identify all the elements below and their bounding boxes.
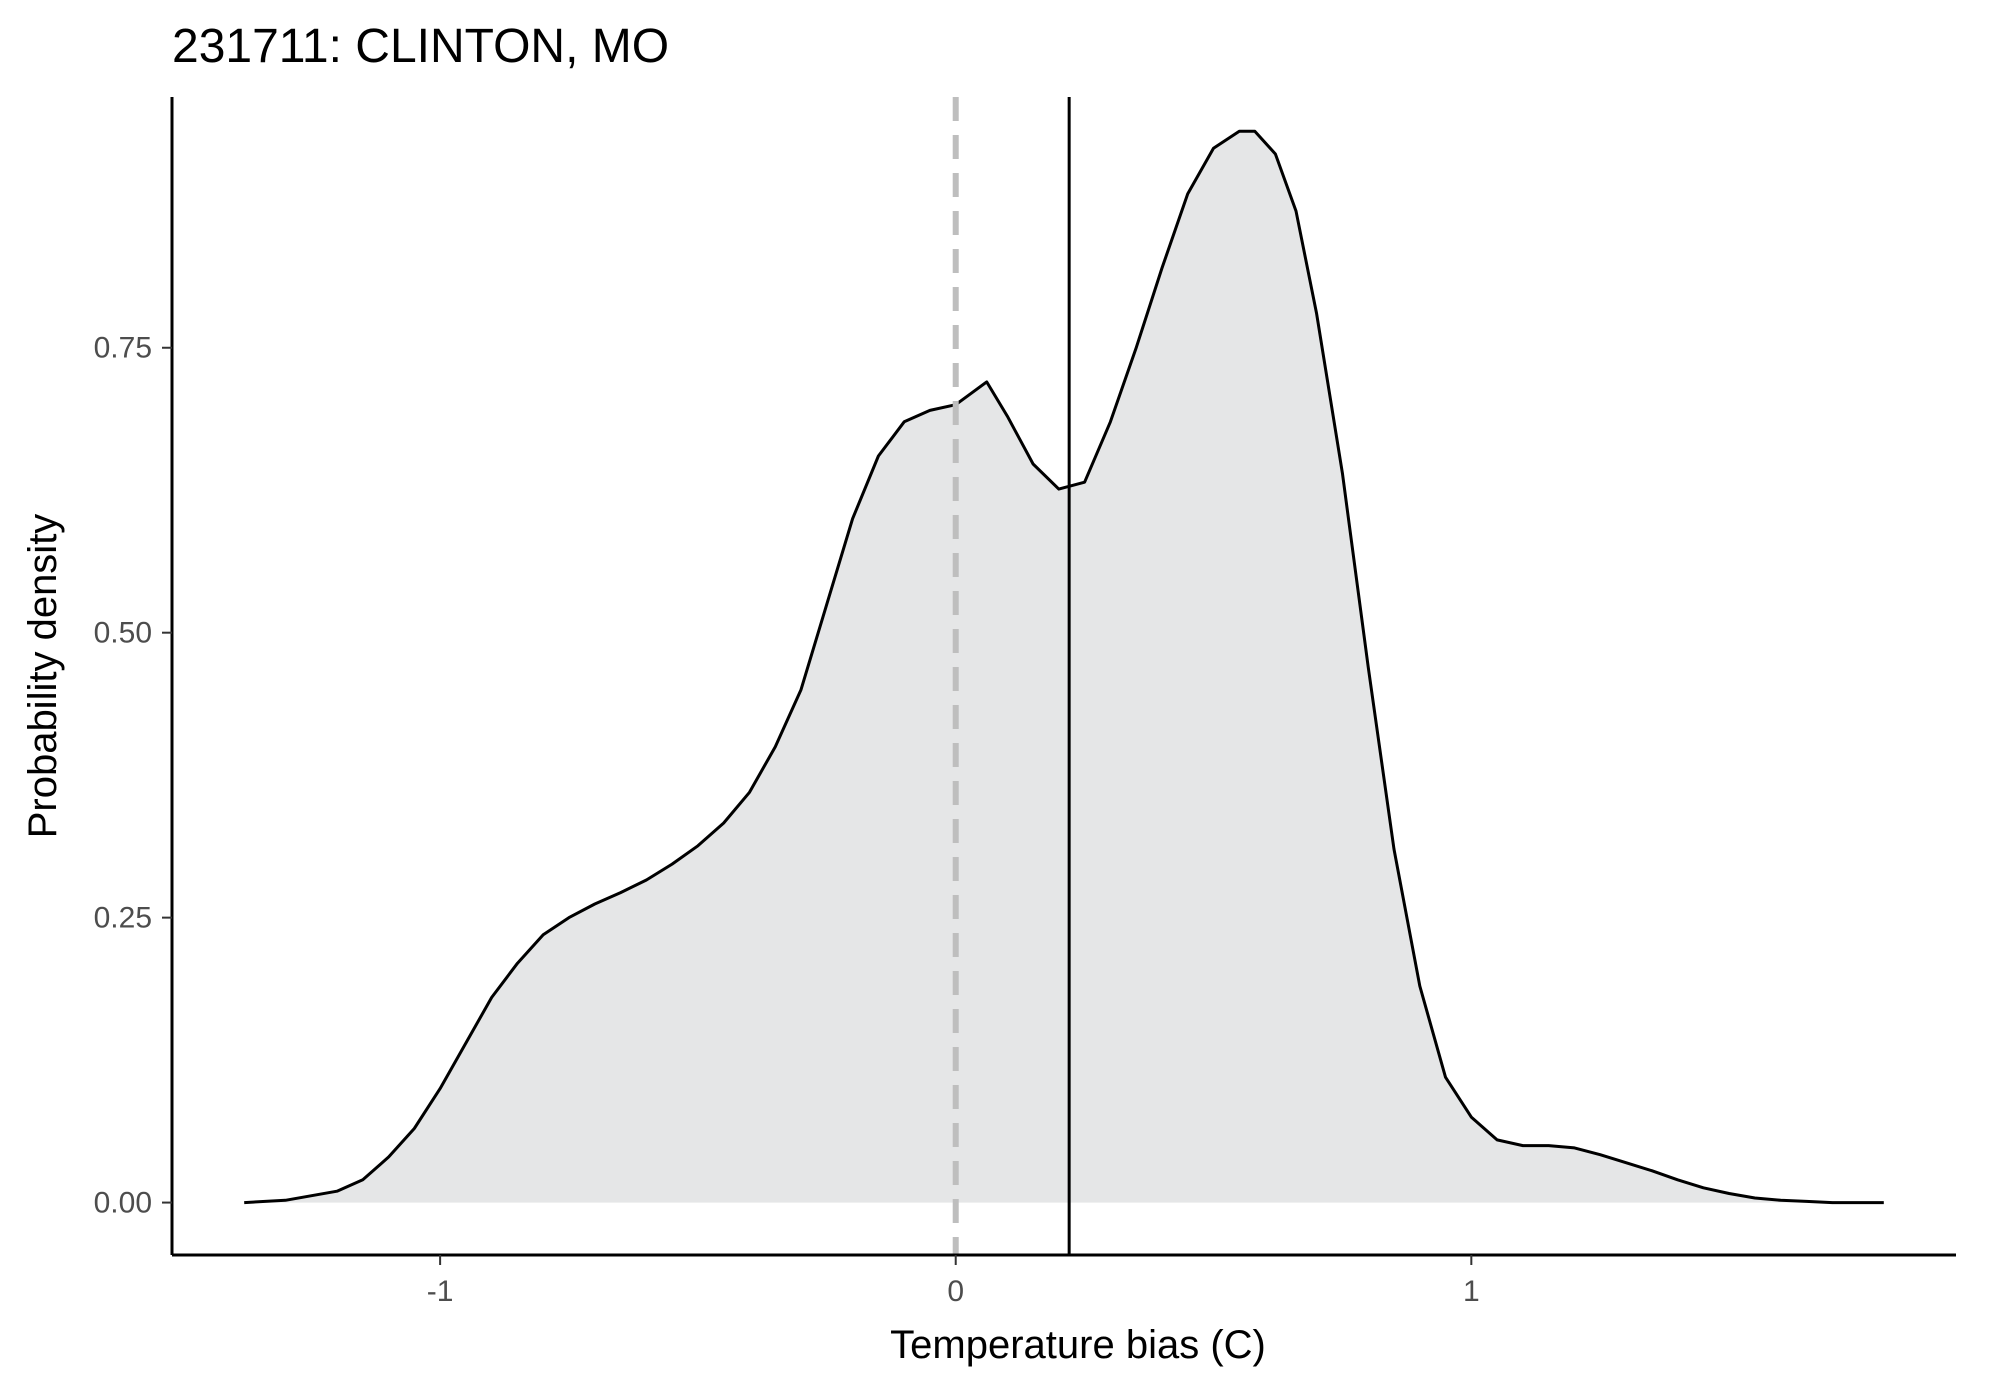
y-tick-label: 0.50 — [94, 617, 152, 650]
y-tick-label: 0.25 — [94, 902, 152, 935]
x-tick-label: 1 — [1463, 1275, 1480, 1308]
density-curve — [244, 129, 1884, 1205]
y-tick-label: 0.00 — [94, 1187, 152, 1220]
y-axis-ticks: 0.00 0.25 0.50 0.75 — [94, 332, 172, 1220]
x-axis-title: Temperature bias (C) — [890, 1323, 1266, 1367]
x-axis-ticks: -1 0 1 — [427, 1255, 1480, 1308]
y-tick-label: 0.75 — [94, 332, 152, 365]
x-tick-label: 0 — [947, 1275, 964, 1308]
plot-area — [244, 97, 1884, 1255]
density-area — [244, 131, 1884, 1203]
y-axis-title: Probability density — [21, 514, 65, 839]
chart-title: 231711: CLINTON, MO — [172, 20, 669, 73]
x-tick-label: -1 — [427, 1275, 454, 1308]
